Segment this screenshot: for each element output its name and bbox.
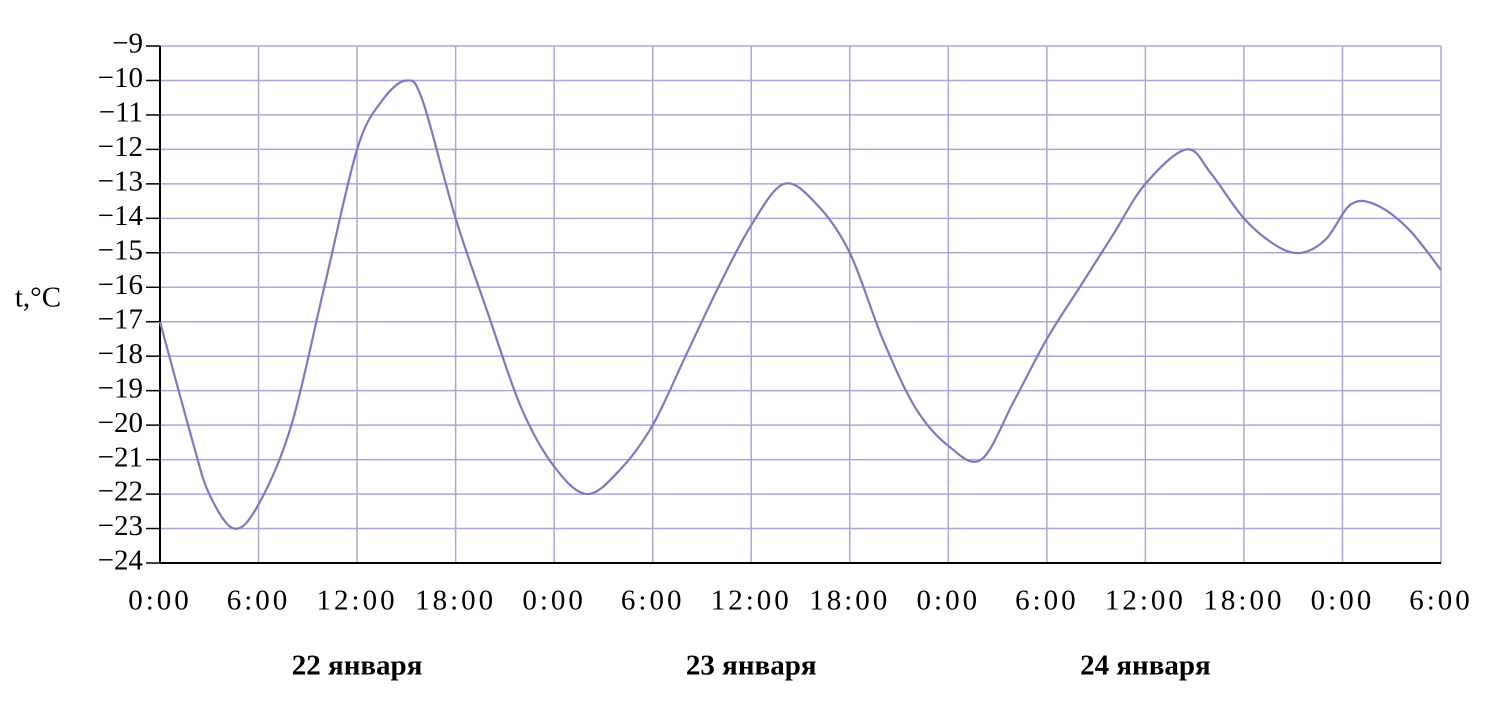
- x-tick-label: 0:00: [1311, 585, 1375, 617]
- day-label: 24 января: [1080, 650, 1211, 682]
- y-tick-label: −16: [98, 269, 143, 301]
- x-tick-label: 18:00: [415, 585, 496, 617]
- x-tick-label: 18:00: [1203, 585, 1284, 617]
- y-tick-label: −24: [98, 545, 144, 577]
- y-tick-label: −21: [98, 441, 143, 473]
- x-tick-label: 12:00: [317, 585, 398, 617]
- y-tick-label: −11: [99, 97, 143, 129]
- day-label: 23 января: [686, 650, 817, 682]
- y-tick-label: −19: [98, 372, 143, 404]
- y-tick-label: −18: [98, 338, 143, 370]
- y-tick-label: −9: [112, 28, 143, 60]
- y-axis-label: t,°C: [15, 282, 61, 314]
- y-tick-label: −15: [98, 234, 143, 266]
- y-tick-label: −23: [98, 510, 143, 542]
- x-tick-label: 0:00: [917, 585, 981, 617]
- y-tick-label: −13: [98, 166, 143, 198]
- y-tick-label: −22: [98, 476, 143, 508]
- x-tick-label: 6:00: [1409, 585, 1473, 617]
- y-tick-label: −20: [98, 407, 143, 439]
- temperature-line: [158, 79, 1442, 530]
- y-tick-label: −17: [98, 303, 143, 335]
- x-tick-label: 0:00: [522, 585, 586, 617]
- x-tick-label: 6:00: [621, 585, 685, 617]
- x-tick-label: 12:00: [711, 585, 792, 617]
- day-label: 22 января: [292, 650, 423, 682]
- y-tick-label: −10: [98, 62, 143, 94]
- x-tick-label: 18:00: [809, 585, 890, 617]
- x-tick-label: 6:00: [1015, 585, 1079, 617]
- x-tick-label: 12:00: [1105, 585, 1186, 617]
- x-tick-label: 0:00: [128, 585, 192, 617]
- y-tick-label: −12: [98, 131, 143, 163]
- x-tick-label: 6:00: [227, 585, 291, 617]
- y-tick-label: −14: [98, 200, 144, 232]
